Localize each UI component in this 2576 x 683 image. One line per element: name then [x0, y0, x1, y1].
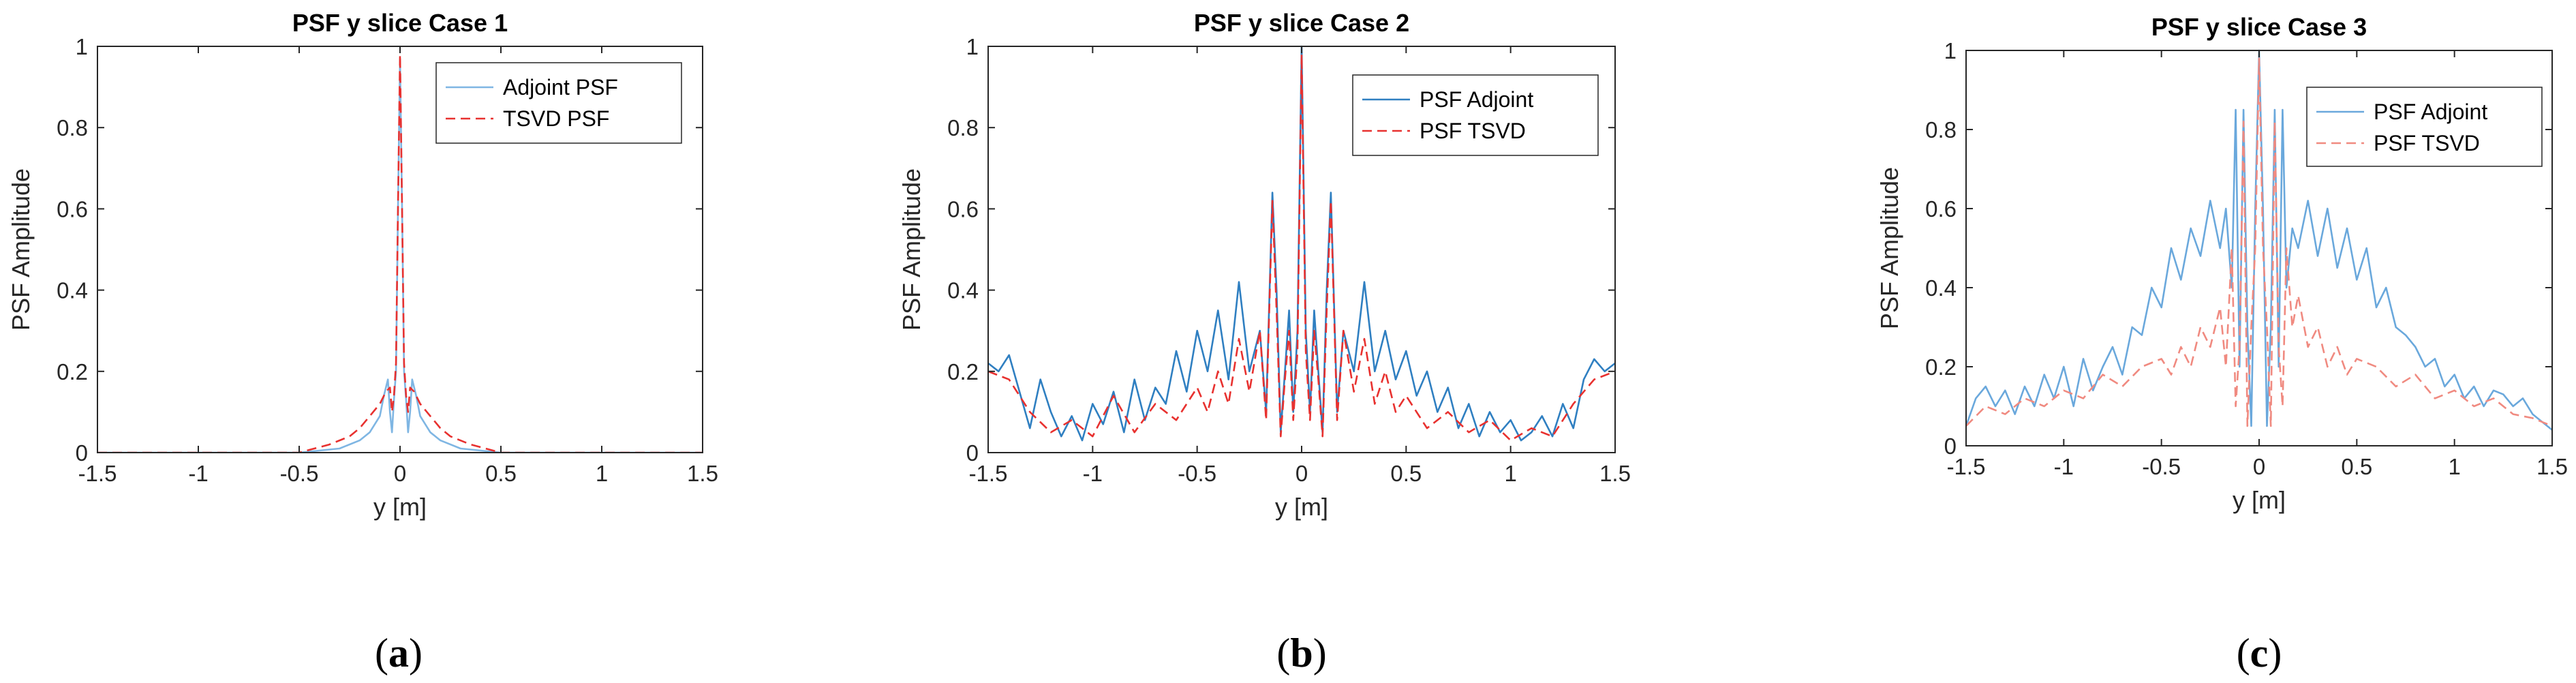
chart-panel-1: PSF y slice Case 1 -1.5 -1 -0.5 0 0.5 1 1.5 0 0.2…: [7, 9, 718, 676]
y-tick-label: 0.8: [947, 115, 979, 140]
x-tick-label: 1: [596, 461, 608, 486]
legend-label-2: PSF TSVD: [2374, 131, 2480, 155]
legend: Adjoint PSF TSVD PSF: [435, 62, 682, 144]
x-tick-label: 1: [1504, 461, 1516, 486]
panel-caption: (a): [375, 631, 423, 676]
y-tick-label: 0: [966, 440, 979, 466]
x-tick-label: 0.5: [1390, 461, 1422, 486]
x-tick-label: 1.5: [687, 461, 718, 486]
y-tick-label: 1: [966, 34, 979, 59]
series-line-2: [97, 53, 703, 453]
legend: PSF Adjoint PSF TSVD: [2306, 87, 2543, 167]
x-tick-label: -1: [1083, 461, 1103, 486]
y-tick-label: 0.4: [1925, 275, 1957, 301]
chart-panel-3: PSF y slice Case 3 -1.5 -1 -0.5 0 0.5 1 1.5 0 0.2…: [1875, 13, 2568, 676]
x-tick-label: -1.5: [969, 461, 1008, 486]
caption-open: (: [2237, 631, 2250, 676]
x-tick-label: 0: [2253, 454, 2265, 479]
panel-caption: (b): [1276, 631, 1326, 676]
legend-label-2: TSVD PSF: [503, 106, 609, 131]
legend-box: [435, 62, 682, 144]
y-axis-label: PSF Amplitude: [7, 168, 35, 331]
x-tick-label: -1.5: [1947, 454, 1986, 479]
y-tick-label: 0.4: [57, 278, 88, 303]
series-line-2: [988, 53, 1615, 442]
x-tick-label: 1.5: [2536, 454, 2568, 479]
x-tick-label: 1.5: [1599, 461, 1631, 486]
x-tick-label: 1: [2448, 454, 2460, 479]
legend-box: [2306, 87, 2543, 167]
x-tick-label: -0.5: [1178, 461, 1216, 486]
x-tick-label: 0.5: [2341, 454, 2372, 479]
y-tick-label: 1: [76, 34, 88, 59]
y-axis-label: PSF Amplitude: [1875, 167, 1903, 329]
y-tick-label: 0.6: [947, 196, 979, 222]
y-tick-label: 1: [1944, 38, 1957, 63]
chart-title: PSF y slice Case 3: [2151, 13, 2367, 41]
x-axis-label: y [m]: [2233, 486, 2286, 514]
x-tick-label: -1.5: [78, 461, 117, 486]
chart-title: PSF y slice Case 2: [1194, 9, 1409, 37]
caption-close: ): [409, 631, 423, 676]
legend: PSF Adjoint PSF TSVD: [1352, 74, 1599, 156]
chart-panel-2: PSF y slice Case 2 -1.5 -1 -0.5 0 0.5 1 1.5 0 0.2…: [898, 9, 1631, 676]
x-tick-label: -1: [188, 461, 208, 486]
x-tick-label: -0.5: [280, 461, 319, 486]
legend-label-1: PSF Adjoint: [1420, 87, 1533, 112]
caption-letter: a: [388, 631, 409, 676]
y-axis-label: PSF Amplitude: [898, 168, 925, 331]
y-tick-label: 0.6: [57, 196, 88, 222]
y-tick-label: 0.6: [1925, 196, 1957, 222]
chart-title: PSF y slice Case 1: [292, 9, 508, 37]
x-axis-label: y [m]: [373, 493, 427, 521]
panel-caption: (c): [2237, 631, 2282, 676]
y-tick-label: 0: [76, 440, 88, 466]
caption-close: ): [2268, 631, 2282, 676]
caption-letter: b: [1290, 631, 1313, 676]
legend-label-1: Adjoint PSF: [503, 75, 618, 100]
legend-box: [1352, 74, 1599, 156]
caption-letter: c: [2250, 631, 2269, 676]
y-tick-label: 0.4: [947, 278, 979, 303]
legend-label-1: PSF Adjoint: [2374, 100, 2487, 124]
y-tick-label: 0.2: [1925, 354, 1957, 380]
y-tick-label: 0: [1944, 434, 1957, 459]
x-tick-label: 0: [1295, 461, 1308, 486]
series-line-2: [1966, 57, 2552, 427]
x-tick-label: 0: [394, 461, 406, 486]
caption-open: (: [375, 631, 388, 676]
legend-label-2: PSF TSVD: [1420, 119, 1526, 143]
x-tick-label: -0.5: [2142, 454, 2181, 479]
y-tick-label: 0.2: [947, 359, 979, 384]
x-tick-label: 0.5: [485, 461, 517, 486]
x-tick-label: -1: [2054, 454, 2074, 479]
y-tick-label: 0.8: [57, 115, 88, 140]
y-tick-label: 0.2: [57, 359, 88, 384]
caption-close: ): [1313, 631, 1327, 676]
x-axis-label: y [m]: [1275, 493, 1328, 521]
caption-open: (: [1276, 631, 1290, 676]
y-tick-label: 0.8: [1925, 117, 1957, 142]
